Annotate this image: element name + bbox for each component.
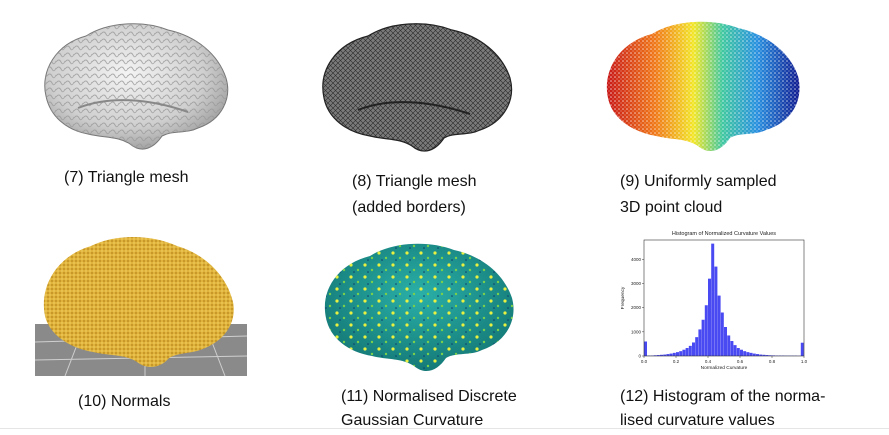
histogram-bar xyxy=(756,354,759,356)
figure-9-image xyxy=(602,16,808,158)
caption-figure-12: (12) Histogram of the norma- lised curva… xyxy=(620,386,825,432)
histogram-bar xyxy=(765,355,769,356)
histogram-bar xyxy=(730,341,734,356)
caption-11-line-2: Gaussian Curvature xyxy=(341,412,484,429)
histogram-bar xyxy=(698,329,702,356)
histogram-bar xyxy=(663,354,667,356)
caption-figure-11: (11) Normalised Discrete Gaussian Curvat… xyxy=(341,386,517,432)
caption-figure-9: (9) Uniformly sampled 3D point cloud xyxy=(620,171,776,219)
histogram-bar xyxy=(714,266,718,356)
histogram-bar xyxy=(768,355,772,356)
caption-8-line-1: (8) Triangle mesh xyxy=(352,173,477,190)
histogram-bar xyxy=(724,327,727,356)
histogram-bar xyxy=(701,319,705,356)
caption-7-line-1: (7) Triangle mesh xyxy=(64,169,189,186)
caption-8-line-2: (added borders) xyxy=(352,199,466,216)
figure-11-image xyxy=(320,238,520,378)
histogram-bar xyxy=(800,342,804,356)
histogram-bar xyxy=(679,351,683,356)
histogram-bar xyxy=(746,352,750,356)
histogram-bar xyxy=(717,295,721,356)
histogram-bar xyxy=(695,337,699,356)
histogram-bar xyxy=(708,278,711,356)
chart-title: Histogram of Normalized Curvature Values xyxy=(672,231,776,237)
histogram-bar xyxy=(749,352,753,356)
x-axis-label: Normalized Curvature xyxy=(701,365,748,371)
histogram-bar xyxy=(692,342,695,356)
histogram-bar xyxy=(736,348,740,356)
figure-12-chart: Histogram of Normalized Curvature Values… xyxy=(600,226,812,378)
histogram-bar xyxy=(653,355,657,356)
caption-12-line-2: lised curvature values xyxy=(620,412,775,429)
histogram-bar xyxy=(704,305,708,356)
x-tick-label: 1.0 xyxy=(801,359,808,364)
y-tick-label: 2000 xyxy=(631,305,642,310)
x-tick-label: 0.6 xyxy=(737,359,744,364)
histogram-bar xyxy=(772,355,775,356)
figure-8-image xyxy=(318,18,518,158)
caption-12-line-1: (12) Histogram of the norma- xyxy=(620,388,826,405)
figure-10-image xyxy=(34,236,248,377)
histogram-bar xyxy=(676,352,679,356)
y-tick-label: 1000 xyxy=(631,329,642,334)
x-tick-label: 0.0 xyxy=(641,359,648,364)
x-tick-label: 0.4 xyxy=(705,359,712,364)
x-tick-label: 0.2 xyxy=(673,359,680,364)
x-tick-label: 0.8 xyxy=(769,359,776,364)
plot-frame xyxy=(643,239,805,357)
histogram-bar xyxy=(688,345,692,356)
histogram-bar xyxy=(666,354,670,356)
histogram-bar xyxy=(743,351,747,356)
page-bottom-rule xyxy=(0,428,889,429)
histogram-bar xyxy=(672,352,676,356)
histogram-bar xyxy=(660,354,663,356)
histogram-bar xyxy=(733,345,737,356)
histogram-bar xyxy=(727,335,731,356)
y-axis-label: Frequency xyxy=(620,286,626,309)
histogram-bar xyxy=(685,348,689,356)
caption-11-line-1: (11) Normalised Discrete xyxy=(341,388,517,405)
y-tick-label: 4000 xyxy=(631,257,642,262)
histogram-bar xyxy=(669,353,673,356)
caption-10-line-1: (10) Normals xyxy=(78,393,171,410)
histogram-bar xyxy=(711,243,715,356)
caption-figure-10: (10) Normals xyxy=(78,391,170,413)
histogram-bar xyxy=(752,353,756,356)
histogram-bar xyxy=(740,349,743,356)
histogram-bar xyxy=(720,312,724,356)
histogram-bar xyxy=(656,355,660,356)
histogram-svg: Histogram of Normalized Curvature Values… xyxy=(620,231,808,371)
histogram-bar xyxy=(682,349,686,356)
caption-9-line-1: (9) Uniformly sampled xyxy=(620,173,777,190)
histogram-bar xyxy=(759,354,763,356)
histogram-bar xyxy=(644,341,647,356)
caption-figure-7: (7) Triangle mesh xyxy=(64,167,189,189)
histogram-bar xyxy=(762,354,766,356)
y-tick-label: 0 xyxy=(638,354,641,359)
y-tick-label: 3000 xyxy=(631,281,642,286)
caption-figure-8: (8) Triangle mesh (added borders) xyxy=(352,171,477,219)
figure-7-image xyxy=(38,16,238,158)
caption-9-line-2: 3D point cloud xyxy=(620,199,723,216)
